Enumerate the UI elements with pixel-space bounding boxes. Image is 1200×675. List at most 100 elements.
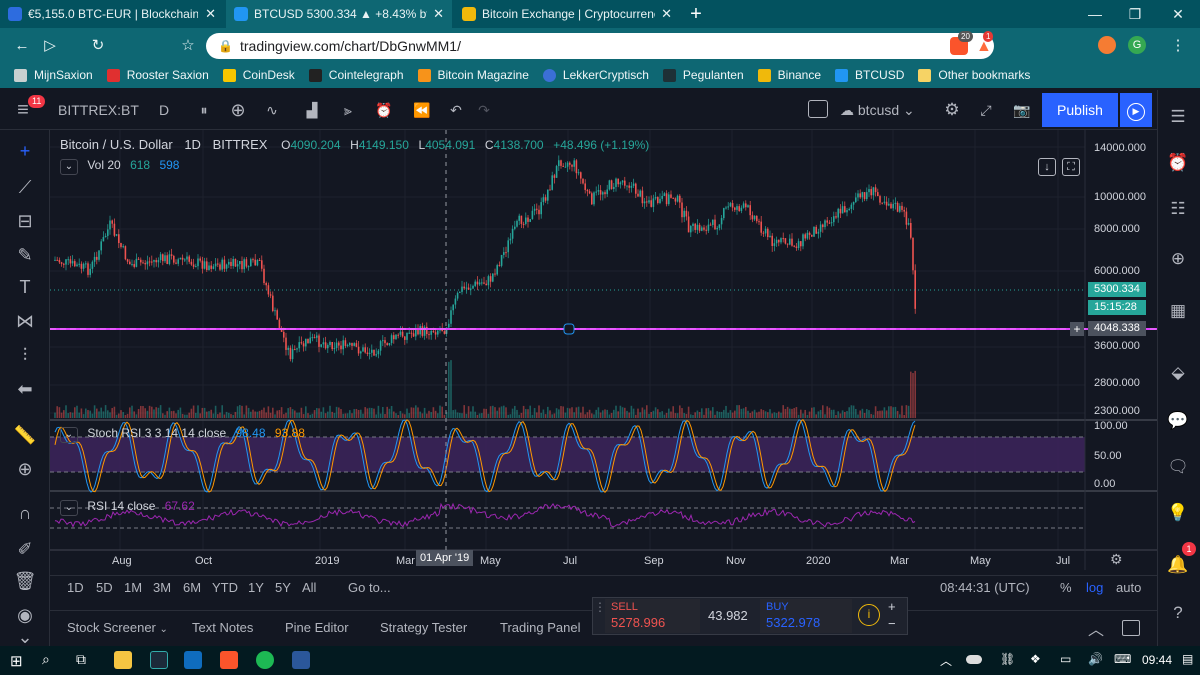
- onedrive-icon[interactable]: [966, 655, 982, 664]
- lock-drawings-icon[interactable]: ✐: [17, 539, 33, 559]
- range-1d[interactable]: 1D: [67, 580, 84, 595]
- tab-strategy-tester[interactable]: Strategy Tester: [380, 620, 468, 635]
- bookmark-cointelegraph[interactable]: Cointelegraph: [308, 68, 404, 82]
- undo-icon[interactable]: ↶: [450, 102, 462, 118]
- plus-icon[interactable]: +: [888, 599, 896, 614]
- drag-handle-icon[interactable]: ⋮: [594, 600, 606, 614]
- indicators-icon[interactable]: ⫸: [344, 102, 352, 118]
- maximize-panel-icon[interactable]: [1122, 620, 1140, 636]
- menu-icon[interactable]: ⋮: [1170, 37, 1186, 54]
- bookmark-bitcoin-magazine[interactable]: Bitcoin Magazine: [417, 68, 529, 82]
- tab-blockchain[interactable]: €5,155.0 BTC-EUR | Blockchain.com✕: [0, 0, 224, 28]
- interval-button[interactable]: D: [158, 102, 170, 118]
- back-icon[interactable]: ←: [14, 37, 30, 54]
- tab-text-notes[interactable]: Text Notes: [192, 620, 254, 635]
- zoom-in-icon[interactable]: ⊕: [17, 459, 33, 479]
- collapse-panel-icon[interactable]: ︿: [1088, 622, 1105, 639]
- new-tab-button[interactable]: +: [690, 3, 702, 25]
- brush-icon[interactable]: ✎: [17, 245, 33, 265]
- task-view-icon[interactable]: ⧉: [76, 651, 86, 667]
- percent-toggle[interactable]: %: [1060, 580, 1072, 595]
- range-1m[interactable]: 1M: [124, 580, 143, 595]
- range-3m[interactable]: 3M: [153, 580, 172, 595]
- maximize-button[interactable]: ❐: [1128, 6, 1142, 22]
- trend-line-icon[interactable]: ⟋: [18, 177, 32, 197]
- search-icon[interactable]: ⌕: [42, 651, 50, 667]
- close-icon[interactable]: ✕: [433, 6, 444, 21]
- calendar-icon[interactable]: ▦: [1169, 301, 1187, 320]
- log-toggle[interactable]: log: [1086, 580, 1104, 595]
- back-arrow-icon[interactable]: ⬅: [17, 379, 33, 399]
- alert-icon[interactable]: ⏰: [375, 102, 393, 118]
- bookmark-coindesk[interactable]: CoinDesk: [222, 68, 295, 82]
- goto-button[interactable]: Go to...: [348, 580, 391, 595]
- bookmark-lekkercryptisch[interactable]: LekkerCryptisch: [542, 68, 649, 82]
- bookmark-rooster-saxion[interactable]: Rooster Saxion: [106, 68, 209, 82]
- bookmark-mijnsaxion[interactable]: MijnSaxion: [14, 68, 93, 82]
- clock[interactable]: 08:44:31 (UTC): [940, 580, 1030, 595]
- symbol-search[interactable]: BITTREX:BT: [58, 102, 139, 118]
- compare-icon[interactable]: ∿: [266, 102, 278, 118]
- text-tool-icon[interactable]: T: [19, 277, 31, 297]
- range-5d[interactable]: 5D: [96, 580, 113, 595]
- help-icon[interactable]: ?: [1173, 603, 1183, 622]
- notifications-bell-icon[interactable]: 🔔: [1167, 555, 1189, 574]
- auto-toggle[interactable]: auto: [1116, 580, 1142, 595]
- menu-hamburger-icon[interactable]: ≡: [17, 99, 29, 121]
- outlook-icon[interactable]: [184, 651, 202, 669]
- trash-icon[interactable]: 🗑: [13, 571, 37, 591]
- spotify-icon[interactable]: [256, 651, 274, 669]
- tab-binance[interactable]: Bitcoin Exchange | Cryptocurrency ✕: [454, 0, 680, 28]
- crosshair-icon[interactable]: +: [19, 141, 31, 161]
- magnet-icon[interactable]: ∩: [18, 503, 32, 523]
- reload-icon[interactable]: ↻: [91, 37, 105, 54]
- lightbulb-icon[interactable]: 💡: [1167, 503, 1189, 522]
- chat-icon[interactable]: 💬: [1167, 411, 1189, 430]
- windows-start-icon[interactable]: ⊞: [10, 653, 23, 670]
- collapse-icon[interactable]: ⌄: [17, 627, 33, 647]
- camera-icon[interactable]: 📷: [1013, 102, 1031, 118]
- pattern-icon[interactable]: ⋈: [16, 311, 34, 331]
- fullscreen-layout-icon[interactable]: [808, 100, 828, 118]
- range-all[interactable]: All: [302, 580, 317, 595]
- axis-settings-icon[interactable]: ⚙: [1110, 551, 1123, 567]
- dropbox-icon[interactable]: ❖: [1030, 652, 1041, 666]
- app-icon[interactable]: [150, 651, 168, 669]
- url-input[interactable]: 🔒 tradingview.com/chart/DbGnwMM1/ 20 ▲ 1: [206, 31, 994, 59]
- sell-button[interactable]: SELL 5278.996: [605, 599, 700, 633]
- forward-icon[interactable]: ▷: [44, 37, 56, 54]
- ideas-icon[interactable]: ⬙: [1171, 363, 1185, 382]
- publish-button[interactable]: Publish: [1042, 93, 1118, 127]
- replay-icon[interactable]: ⏪: [413, 102, 431, 118]
- range-1y[interactable]: 1Y: [248, 580, 264, 595]
- bookmark-star-icon[interactable]: ☆: [181, 37, 195, 54]
- tab-stock-screener[interactable]: Stock Screener ⌄: [67, 620, 168, 635]
- hotlist-icon[interactable]: ⊕: [1170, 249, 1186, 268]
- eye-icon[interactable]: ◉: [17, 605, 33, 625]
- extension-icon[interactable]: [1098, 36, 1116, 54]
- brave-rewards-icon[interactable]: ▲: [976, 38, 992, 55]
- network-icon[interactable]: ⌨: [1114, 652, 1132, 666]
- close-icon[interactable]: ✕: [661, 6, 672, 21]
- publish-dropdown-button[interactable]: ▶: [1120, 93, 1152, 127]
- collapse-chevron-icon[interactable]: ⌄: [60, 500, 78, 516]
- prediction-icon[interactable]: ⫶: [22, 345, 28, 365]
- financials-icon[interactable]: ▟: [306, 102, 318, 118]
- price-chart[interactable]: [50, 130, 1157, 570]
- buy-button[interactable]: BUY 5322.978: [760, 599, 852, 633]
- candles-icon[interactable]: ⏸: [200, 102, 208, 118]
- word-icon[interactable]: [292, 651, 310, 669]
- collapse-chevron-icon[interactable]: ⌄: [60, 427, 78, 443]
- notification-center-icon[interactable]: ▤: [1182, 652, 1194, 666]
- add-indicator-icon[interactable]: ⊕: [230, 100, 246, 120]
- alarm-clock-icon[interactable]: ⏰: [1167, 153, 1189, 172]
- scroll-down-icon[interactable]: ↓: [1038, 158, 1056, 176]
- maximize-pane-icon[interactable]: ⛶: [1062, 158, 1080, 176]
- brave-icon[interactable]: [220, 651, 238, 669]
- range-5y[interactable]: 5Y: [275, 580, 291, 595]
- battery-icon[interactable]: ▭: [1060, 652, 1072, 666]
- taskbar-clock[interactable]: 09:44: [1142, 653, 1173, 667]
- close-window-button[interactable]: ✕: [1172, 6, 1184, 22]
- profile-avatar[interactable]: G: [1128, 36, 1146, 54]
- bookmark-binance[interactable]: Binance: [757, 68, 821, 82]
